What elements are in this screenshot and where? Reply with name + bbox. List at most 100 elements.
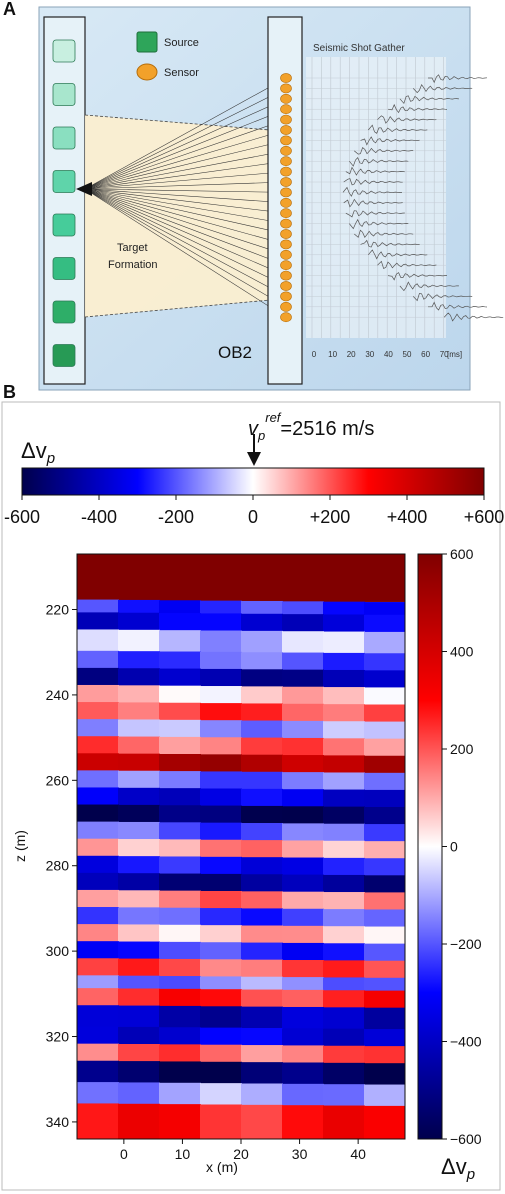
seismic-trace xyxy=(354,229,414,238)
velocity-cell xyxy=(159,873,201,892)
velocity-cell xyxy=(323,755,365,774)
source-square xyxy=(52,257,76,280)
velocity-cell xyxy=(118,719,160,738)
y-axis-label: z (m) xyxy=(12,830,28,862)
velocity-cell xyxy=(77,629,119,652)
velocity-cell xyxy=(77,753,119,772)
sensor-dot xyxy=(280,229,292,239)
velocity-cell xyxy=(241,1083,283,1106)
ray-line xyxy=(84,188,287,193)
velocity-cell xyxy=(159,1044,201,1063)
ray-line xyxy=(84,129,287,190)
sensor-legend-dot xyxy=(136,63,158,81)
velocity-cell xyxy=(364,1046,405,1065)
velocity-cell xyxy=(282,908,324,927)
time-unit: [ms] xyxy=(447,350,462,359)
velocity-cell xyxy=(323,1045,365,1064)
sensor-dot xyxy=(280,291,292,302)
velocity-cell xyxy=(200,651,242,670)
velocity-cell xyxy=(364,909,405,928)
velocity-cell xyxy=(282,891,324,910)
velocity-cell xyxy=(77,650,119,669)
velocity-cell xyxy=(77,554,119,602)
velocity-cell xyxy=(364,738,405,757)
velocity-cell xyxy=(159,736,201,755)
velocity-cell xyxy=(241,1006,283,1029)
velocity-cell xyxy=(241,754,283,773)
time-tick-label: 50 xyxy=(403,350,412,359)
velocity-cell xyxy=(282,1028,324,1047)
source-square xyxy=(52,170,76,193)
reference-arrow-head xyxy=(247,452,261,466)
y-tick-label: 280 xyxy=(46,858,70,874)
velocity-cell xyxy=(77,1103,119,1139)
ray-line xyxy=(84,140,287,190)
velocity-cell xyxy=(364,670,405,689)
velocity-cell xyxy=(282,755,324,774)
velocity-cell xyxy=(159,1027,201,1046)
seismic-trace xyxy=(443,312,504,322)
sensor-dot xyxy=(280,73,292,83)
velocity-cell xyxy=(323,687,365,706)
sensor-dot xyxy=(280,156,292,167)
velocity-cell xyxy=(118,975,160,990)
velocity-cell xyxy=(364,926,405,945)
velocity-cell xyxy=(159,1005,201,1029)
velocity-cell xyxy=(159,685,201,704)
velocity-cell xyxy=(364,554,405,602)
velocity-cell xyxy=(282,614,324,633)
sensor-dot xyxy=(280,93,292,104)
source-emitter-icon xyxy=(76,182,92,196)
source-square xyxy=(52,344,76,367)
velocity-cell xyxy=(159,1061,201,1084)
seismic-trace xyxy=(412,83,473,94)
sensor-dot xyxy=(280,260,292,271)
seismic-trace xyxy=(343,178,403,186)
velocity-cell xyxy=(323,738,365,757)
velocity-cell xyxy=(118,702,160,721)
velocity-cell xyxy=(200,720,242,739)
velocity-cell xyxy=(77,907,119,926)
velocity-cell xyxy=(282,1062,324,1085)
sensor-dot xyxy=(280,197,292,208)
seismic-trace xyxy=(343,198,403,208)
top-colorbar xyxy=(21,467,485,496)
velocity-cell xyxy=(118,1026,160,1046)
ray-line xyxy=(84,188,287,224)
x-tick-label: 30 xyxy=(292,1146,308,1162)
velocity-cell xyxy=(77,770,119,789)
sensor-dot xyxy=(280,239,292,250)
velocity-cell xyxy=(282,1045,324,1064)
seismic-trace xyxy=(377,260,437,269)
seismic-trace xyxy=(354,147,414,155)
target-formation xyxy=(85,115,270,317)
velocity-cell xyxy=(77,1082,119,1105)
sensor-dot xyxy=(280,312,292,323)
seismic-trace xyxy=(342,186,403,197)
velocity-cell xyxy=(200,989,242,1008)
velocity-cell xyxy=(364,1029,405,1048)
velocity-cell xyxy=(200,1044,242,1063)
velocity-cell xyxy=(241,1104,283,1139)
velocity-cell xyxy=(241,788,283,807)
velocity-cell xyxy=(77,736,119,755)
y-tick-label: 240 xyxy=(46,687,70,703)
seismic-trace xyxy=(349,156,409,167)
velocity-cell xyxy=(200,600,242,615)
velocity-cell xyxy=(282,874,324,893)
velocity-cell xyxy=(118,599,160,614)
velocity-cell xyxy=(118,685,160,704)
x-axis-ticks: 0 10 20 30 40 xyxy=(120,1139,366,1162)
panel-b-letter: B xyxy=(3,382,16,402)
velocity-cell xyxy=(200,554,242,602)
time-tick-label: 10 xyxy=(328,350,337,359)
velocity-cell xyxy=(323,977,365,992)
velocity-cell xyxy=(200,959,242,978)
velocity-cell xyxy=(200,839,242,858)
sensor-dot xyxy=(280,125,292,135)
velocity-cell xyxy=(364,892,405,911)
sensor-dot xyxy=(280,249,292,260)
velocity-cell xyxy=(200,703,242,722)
velocity-cell xyxy=(364,755,405,774)
ray-line xyxy=(84,160,287,190)
